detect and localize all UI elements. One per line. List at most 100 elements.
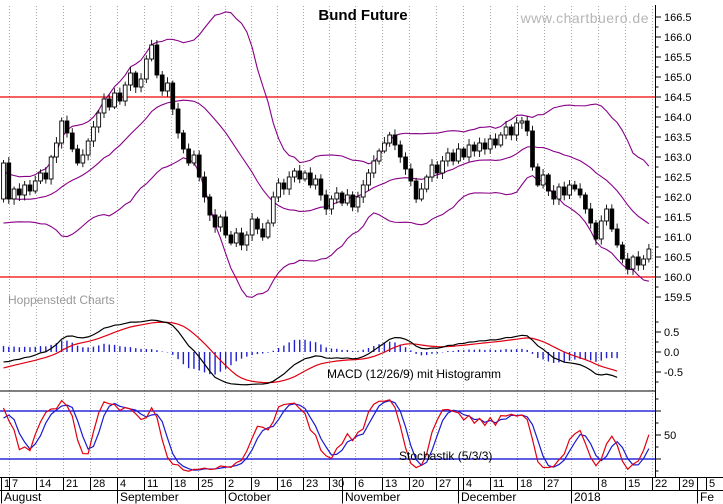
candle — [482, 142, 488, 150]
week-label: 22 — [655, 478, 667, 490]
week-label: 13 — [385, 478, 397, 490]
price-tick-label: 165.5 — [664, 52, 692, 64]
price-tick-label: 159.5 — [664, 292, 692, 304]
candle — [255, 218, 260, 230]
candle — [133, 72, 139, 88]
candle — [276, 182, 281, 198]
month-label: December — [461, 490, 516, 504]
candle — [345, 194, 350, 204]
candle — [43, 172, 49, 180]
candle — [249, 218, 255, 236]
price-tick-label: 160.5 — [664, 252, 692, 264]
week-label: 20 — [412, 478, 424, 490]
candle — [408, 168, 414, 182]
week-label: 27 — [439, 478, 451, 490]
price-tick-label: 166.5 — [664, 12, 692, 24]
candle — [207, 196, 213, 216]
candle — [112, 92, 117, 108]
candle — [196, 154, 202, 178]
price-axis: 166.5 166.0 165.5 165.0 164.5 164.0 163.5 163.0… — [655, 5, 692, 477]
candle — [6, 162, 12, 200]
candle — [524, 120, 530, 132]
candle — [96, 112, 102, 128]
candle — [625, 258, 631, 270]
candle — [101, 98, 107, 114]
candle — [270, 196, 276, 224]
candle — [440, 160, 445, 174]
week-label: 4 — [120, 478, 126, 490]
reference-lines — [0, 96, 655, 460]
candle — [376, 150, 382, 162]
week-label: 30 — [332, 478, 344, 490]
macd-tick-label: 0.5 — [664, 327, 679, 339]
candle — [630, 256, 636, 270]
candle — [143, 58, 149, 80]
candle — [397, 144, 403, 158]
candle — [165, 82, 170, 92]
bollinger-upper — [3, 11, 650, 178]
month-label: August — [4, 490, 42, 504]
candle — [281, 182, 287, 190]
week-label: 16 — [280, 478, 292, 490]
month-label: November — [345, 490, 400, 504]
candle — [339, 192, 345, 204]
candle — [181, 132, 186, 150]
week-label: 5 — [709, 478, 715, 490]
candle — [302, 172, 308, 180]
candle — [445, 152, 451, 162]
month-label: 2018 — [574, 490, 601, 504]
candle — [11, 188, 17, 200]
macd-signal-line — [3, 321, 618, 384]
week-label: 23 — [306, 478, 318, 490]
price-tick-label: 165.0 — [664, 72, 692, 84]
candle — [355, 196, 361, 208]
candle — [530, 130, 535, 168]
stoch-k-line — [2, 399, 650, 472]
date-axis: 1 7 14 21 28 4 11 18 25 2 9 16 23 30 6 13 20 27 4 11 18 27 8 15… — [0, 477, 723, 504]
candle — [218, 216, 223, 228]
candle — [307, 172, 313, 186]
candle — [85, 140, 91, 156]
month-label: September — [120, 490, 179, 504]
candle — [22, 184, 28, 196]
stoch-tick-label: 50 — [664, 430, 676, 442]
candle — [32, 180, 38, 192]
candle — [593, 222, 599, 240]
candle — [461, 148, 467, 158]
candle — [466, 144, 472, 158]
candle — [620, 244, 625, 260]
candle — [598, 220, 604, 240]
candle — [350, 194, 355, 208]
bollinger-bands — [3, 11, 650, 298]
candle — [128, 72, 133, 86]
price-tick-label: 162.0 — [664, 192, 692, 204]
candle — [239, 232, 244, 246]
price-tick-label: 163.5 — [664, 132, 692, 144]
candle — [69, 132, 75, 150]
candle — [286, 176, 292, 190]
candle — [27, 184, 33, 192]
macd-tick-label: 0.0 — [664, 347, 679, 359]
candle — [334, 192, 340, 200]
candle — [609, 208, 615, 230]
candle — [583, 194, 588, 210]
week-label: 25 — [201, 478, 213, 490]
candle — [91, 126, 96, 142]
candle — [429, 164, 435, 178]
week-label: 14 — [39, 478, 51, 490]
candles-layer — [1, 39, 652, 275]
candle — [450, 152, 456, 162]
week-label: 7 — [12, 478, 18, 490]
candle — [202, 176, 207, 198]
candle — [382, 142, 387, 152]
candle — [588, 208, 594, 224]
candle — [556, 186, 562, 200]
candle — [154, 44, 160, 76]
candle — [493, 138, 498, 146]
week-label: 11 — [147, 478, 158, 490]
candle — [244, 234, 250, 246]
week-label: 15 — [628, 478, 640, 490]
candle — [292, 170, 297, 178]
candle — [59, 120, 65, 144]
weekly-gridlines — [9, 6, 653, 477]
